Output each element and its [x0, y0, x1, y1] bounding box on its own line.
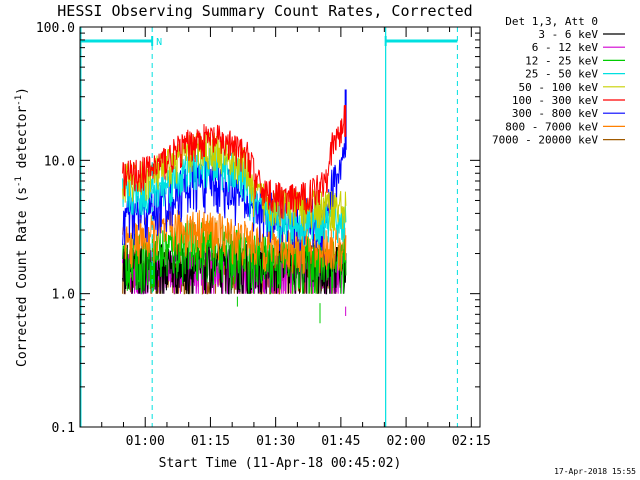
night-marker: N [156, 37, 162, 48]
x-tick-label: 02:00 [387, 434, 426, 449]
timestamp: 17-Apr-2018 15:55 [554, 467, 636, 476]
data-layer [122, 89, 347, 324]
legend-entry-label: 6 - 12 keV [532, 41, 599, 54]
legend-entry-label: 50 - 100 keV [519, 81, 599, 94]
x-tick-label: 02:15 [452, 434, 491, 449]
legend-header: Det 1,3, Att 0 [505, 15, 598, 28]
legend-entry-label: 300 - 800 keV [512, 107, 598, 120]
overlay-layer: N [80, 27, 458, 427]
legend-entry-label: 25 - 50 keV [525, 68, 598, 81]
legend-entry-label: 100 - 300 keV [512, 94, 598, 107]
series-line-red [122, 105, 347, 219]
y-tick-label: 10.0 [44, 154, 75, 169]
legend-entry-label: 3 - 6 keV [538, 28, 598, 41]
legend-entry-label: 12 - 25 keV [525, 54, 598, 67]
x-tick-label: 01:30 [256, 434, 295, 449]
legend-entry-label: 800 - 7000 keV [505, 120, 598, 133]
plot-frame [79, 26, 481, 428]
chart-title: HESSI Observing Summary Count Rates, Cor… [57, 2, 472, 20]
y-tick-label: 1.0 [52, 288, 75, 303]
y-tick-label: 100.0 [36, 21, 75, 36]
x-tick-label: 01:15 [191, 434, 230, 449]
y-tick-label: 0.1 [52, 421, 75, 436]
legend-entry-label: 7000 - 20000 keV [492, 134, 598, 147]
x-axis-label: Start Time (11-Apr-18 00:45:02) [159, 456, 402, 471]
y-axis-label: Corrected Count Rate (s-1 detector-1) [14, 87, 30, 367]
y-axis: 0.1 1.0 10.0 100.0 [36, 21, 480, 436]
x-tick-label: 01:45 [321, 434, 360, 449]
x-tick-label: 01:00 [126, 434, 165, 449]
x-axis: 01:00 01:15 01:30 01:45 02:00 02:15 [101, 27, 491, 449]
